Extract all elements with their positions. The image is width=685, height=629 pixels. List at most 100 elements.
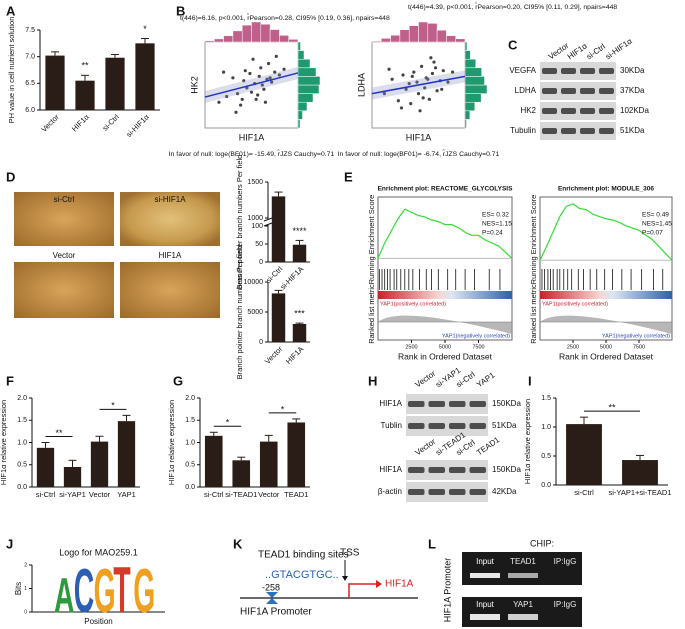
point [416,92,421,96]
logo-letter: C [74,557,94,626]
positive-label: YAP1(positively correlated) [542,301,608,307]
blot-band [469,401,486,407]
y-axis-label: LDHA [356,73,366,97]
point [248,71,252,76]
x-tick-label: 5000 [439,344,451,350]
y-tick-label: 0 [259,259,263,266]
histogram-bar [436,29,447,43]
point [432,60,436,64]
bar [622,460,658,485]
bar [90,441,109,487]
bar [287,422,306,487]
point [401,73,405,77]
significance-label: * [111,401,115,411]
arrow-head [376,580,382,588]
lane-label: IP:IgG [554,600,577,609]
blot-band [469,467,486,473]
histogram-bar [399,29,410,43]
chip-title: CHIP: [530,538,554,548]
histogram-bar [464,58,477,69]
y-tick-label: 1.0 [17,439,27,446]
x-axis-label: HIF1A [239,132,265,142]
point [451,70,455,74]
lane-label: YAP1 [513,600,533,609]
point [433,66,438,70]
size-label: 51KDa [492,421,517,430]
protein-label: HIF1A [379,465,402,474]
histogram-bar [390,34,401,43]
histogram-bar [464,93,482,103]
lane-label: IP:IgG [554,557,577,566]
point [387,67,391,71]
gel-band [470,573,500,578]
point [435,89,439,93]
protein-label: VEGFA [509,66,536,75]
point [243,69,247,73]
negative-label: YAP1(negatively correlated) [602,333,670,339]
micrograph [120,262,220,318]
metric-axis-label: Ranked list metric [529,284,538,344]
y-tick-label: 0.0 [185,484,195,491]
protein-label: Tublin [381,421,403,430]
blot-band [599,68,614,74]
point [390,77,394,81]
y-tick-label: 1.5 [185,417,195,424]
rank-gradient [540,291,672,299]
point [404,87,408,91]
point [399,106,404,110]
panel-label: J [6,536,13,551]
size-label: 51KDa [620,126,645,135]
bar [566,424,602,485]
gel [462,597,582,627]
micrograph [14,192,114,246]
fit-line [204,72,299,98]
site-label: TEAD1 binding sites [258,550,349,561]
panel-label: G [173,373,183,388]
y-tick-label: 1500 [247,179,263,186]
histogram-bar [381,38,391,43]
point [259,66,263,70]
blot-band [408,489,425,495]
blot-strip [406,394,488,414]
blot-band [449,467,466,473]
blot-band [428,401,445,407]
size-label: 37KDa [620,86,645,95]
blot-band [408,423,425,429]
panel-label: I [528,373,532,388]
histogram-bar [251,21,262,43]
bar [271,293,286,342]
stat-annotation: NES=1.45 [642,221,672,228]
point [254,97,258,101]
blot-band [580,108,595,114]
x-tick-label: si-Ctrl [574,488,594,497]
bar [292,244,307,262]
lane-label: Input [476,600,495,609]
point [270,80,274,84]
panel-label: B [176,3,185,18]
point [273,70,277,74]
blot-band [599,128,614,134]
histogram-bar [427,23,438,43]
x-tick-label: 2500 [405,344,417,350]
blot-band [542,108,557,114]
blot-strip [540,102,616,120]
y-tick-label: 0.0 [541,482,551,489]
blot-band [469,489,486,495]
lane-label: Input [476,557,495,566]
x-tick-label: 5000 [600,344,612,350]
significance-label: *** [294,308,305,318]
es-curve [377,208,513,259]
tss-label: TSS [340,548,360,559]
y-tick-label: 50 [255,241,263,248]
y-tick-label: 0.5 [541,453,551,460]
panel-label: H [368,373,377,388]
protein-label: LDHA [515,86,537,95]
y-axis-label: Running Enrichment Score [367,195,376,285]
y-tick-label: 0.0 [17,484,27,491]
point [263,100,268,104]
panel-label: C [508,37,518,52]
blot-band [580,128,595,134]
panel-label: L [428,536,436,551]
y-axis-label: PH value in cell nutrient solution [7,17,16,124]
